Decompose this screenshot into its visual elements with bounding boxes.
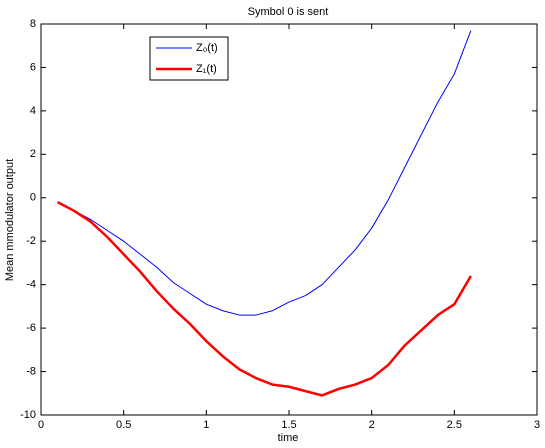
x-tick-label: 1 bbox=[203, 419, 209, 431]
legend-label: Z₀(t) bbox=[196, 42, 218, 54]
x-tick-label: 1.5 bbox=[281, 419, 296, 431]
x-axis-label: time bbox=[278, 432, 299, 444]
x-tick-label: 3 bbox=[534, 419, 540, 431]
y-tick-label: 2 bbox=[30, 148, 36, 160]
y-tick-label: 6 bbox=[30, 61, 36, 73]
y-tick-label: 0 bbox=[30, 192, 36, 204]
y-tick-label: -8 bbox=[26, 365, 36, 377]
x-tick-label: 0.5 bbox=[116, 419, 131, 431]
x-tick-label: 0 bbox=[38, 419, 44, 431]
y-tick-label: 8 bbox=[30, 18, 36, 30]
y-tick-label: -6 bbox=[26, 322, 36, 334]
chart-title: Symbol 0 is sent bbox=[248, 6, 329, 18]
y-tick-label: 4 bbox=[30, 105, 36, 117]
y-axis-label: Mean mmodulator output bbox=[4, 159, 16, 281]
y-tick-label: -4 bbox=[26, 279, 36, 291]
data-line bbox=[57, 30, 472, 316]
legend-box bbox=[149, 36, 229, 81]
x-tick-label: 2.5 bbox=[447, 419, 462, 431]
x-tick-label: 2 bbox=[369, 419, 375, 431]
legend-label: Z₁(t) bbox=[196, 63, 217, 75]
y-tick-label: -2 bbox=[26, 235, 36, 247]
data-line bbox=[56, 201, 472, 397]
y-tick-label: -10 bbox=[20, 409, 36, 421]
